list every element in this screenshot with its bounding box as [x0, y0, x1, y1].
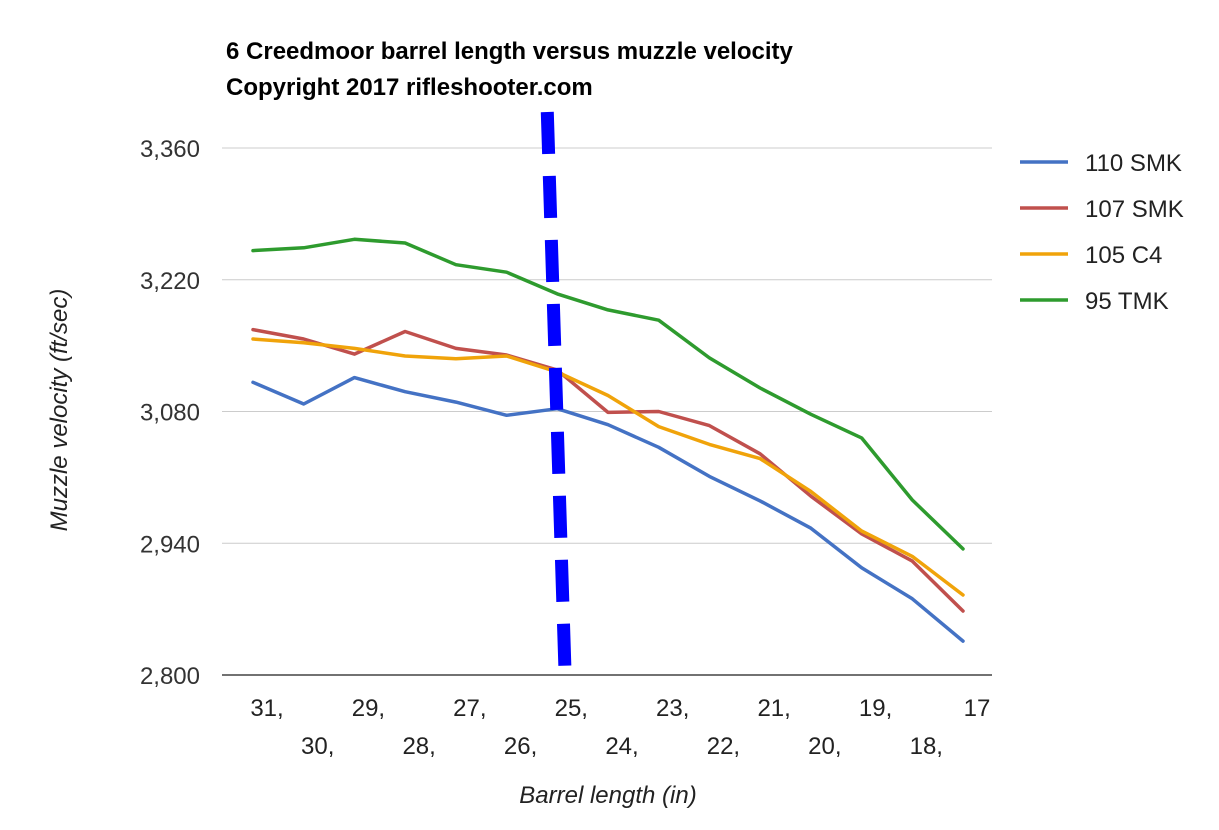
x-tick-label: 31,: [250, 695, 283, 722]
x-tick-label: 27,: [453, 695, 486, 722]
series-line: [251, 237, 965, 551]
x-tick-label: 19,: [859, 695, 892, 722]
x-tick-label: 21,: [757, 695, 790, 722]
x-axis-title: Barrel length (in): [519, 782, 697, 809]
legend-label: 95 TMK: [1085, 288, 1169, 315]
x-tick-label: 30,: [301, 733, 334, 760]
y-tick-label: 3,360: [140, 136, 200, 163]
annotation-dashed-line: [540, 111, 572, 681]
x-tick-label: 29,: [352, 695, 385, 722]
x-tick-label: 25,: [555, 695, 588, 722]
x-tick-label: 23,: [656, 695, 689, 722]
chart-title: 6 Creedmoor barrel length versus muzzle …: [226, 38, 793, 65]
series-line: [251, 375, 965, 643]
y-tick-label: 3,080: [140, 400, 200, 427]
x-tick-label: 20,: [808, 733, 841, 760]
chart-subtitle: Copyright 2017 rifleshooter.com: [226, 74, 593, 101]
x-tick-label: 18,: [910, 733, 943, 760]
series-line: [251, 327, 965, 613]
x-tick-label: 22,: [707, 733, 740, 760]
x-tick-label: 24,: [605, 733, 638, 760]
legend-label: 105 C4: [1085, 242, 1162, 269]
legend-label: 107 SMK: [1085, 196, 1184, 223]
series-line: [251, 337, 965, 597]
y-tick-label: 3,220: [140, 268, 200, 295]
x-tick-label: 28,: [402, 733, 435, 760]
legend-label: 110 SMK: [1085, 150, 1182, 177]
x-tick-label: 26,: [504, 733, 537, 760]
y-tick-label: 2,940: [140, 531, 200, 558]
x-tick-label: 17: [964, 695, 991, 722]
y-tick-label: 2,800: [140, 663, 200, 690]
